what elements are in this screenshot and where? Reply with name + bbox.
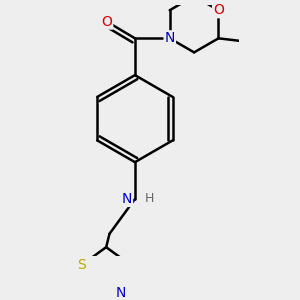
Text: O: O: [213, 3, 224, 17]
Text: H: H: [145, 193, 154, 206]
Text: N: N: [122, 192, 132, 206]
Text: N: N: [116, 286, 126, 300]
Text: N: N: [165, 31, 175, 45]
Text: S: S: [78, 258, 86, 272]
Text: O: O: [101, 15, 112, 28]
